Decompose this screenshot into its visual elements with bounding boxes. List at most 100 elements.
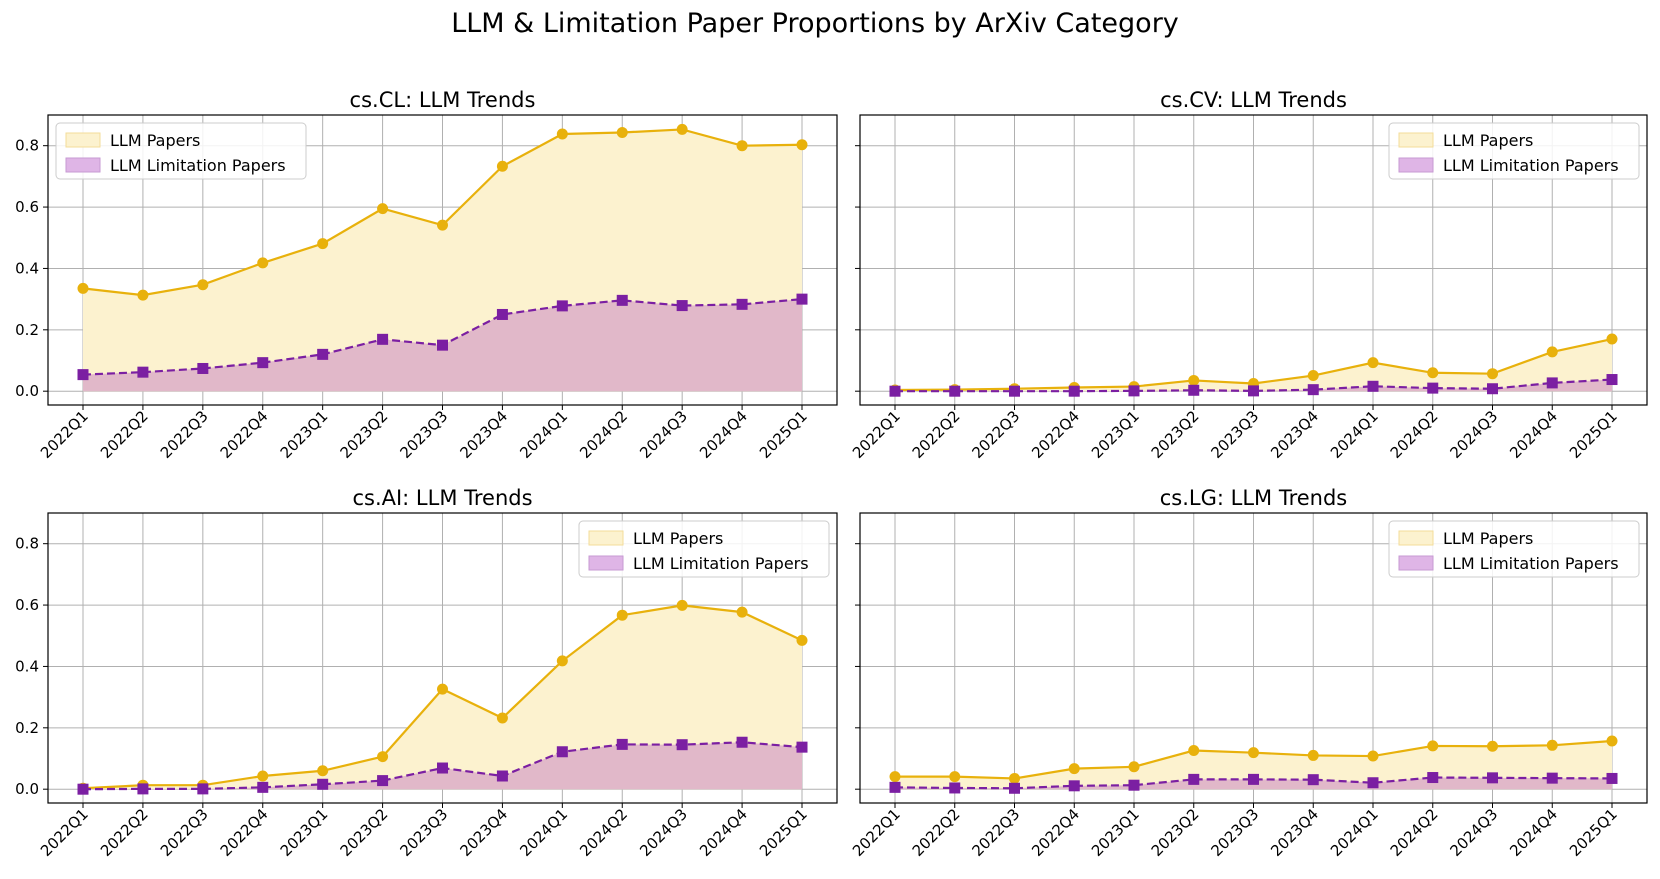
x-tick-label: 2022Q1 [37,407,92,462]
limitation-point [1606,374,1618,386]
limitation-point [736,298,748,310]
legend-box [55,122,307,180]
x-tick-label: 2024Q2 [1387,805,1442,860]
x-tick-label: 2023Q2 [1148,805,1203,860]
x-tick-label: 2022Q3 [969,805,1024,860]
x-tick-label: 2023Q4 [1267,805,1322,860]
legend: LLM Papers LLM Limitation Papers [1388,122,1640,180]
x-tick-label: 2022Q2 [97,407,152,462]
llm-point [1307,749,1319,761]
x-tick-label: 2024Q1 [516,805,571,860]
limitation-point [1009,385,1020,397]
x-tick-label: 2024Q1 [1327,407,1382,462]
limitation-point [1068,385,1080,397]
y-tick-label: 0.0 [15,780,39,798]
limitation-point [1128,385,1140,397]
llm-point [1068,763,1080,775]
llm-point [736,140,748,152]
x-tick-label: 2023Q3 [1208,407,1263,462]
x-tick-label: 2024Q3 [1447,805,1502,860]
llm-point [1487,740,1498,752]
x-tick-label: 2023Q4 [456,805,511,860]
x-tick-label: 2024Q4 [1506,805,1561,860]
llm-point [317,765,329,777]
y-tick-label: 0.4 [15,259,39,277]
llm-point [949,771,961,783]
x-tick-label: 2024Q4 [1506,407,1561,462]
legend-swatch [1398,132,1434,148]
limitation-point [736,736,748,748]
llm-point [736,606,748,618]
limitation-point [377,333,389,345]
llm-point [1606,735,1618,747]
limitation-point [1487,383,1498,395]
llm-point [257,770,269,782]
legend: LLM Papers LLM Limitation Papers [1388,520,1640,578]
llm-point [257,257,269,269]
limitation-point [1367,380,1379,392]
limitation-point [137,783,149,795]
x-tick-label: 2023Q2 [337,805,392,860]
llm-point [137,289,149,301]
x-tick-label: 2022Q1 [37,805,92,860]
x-tick-label: 2024Q4 [696,407,751,462]
limitation-point [197,362,209,374]
y-tick-label: 0.6 [15,198,39,216]
llm-point [1248,747,1259,759]
limitation-point [889,781,901,793]
legend-label: LLM Limitation Papers [110,156,286,175]
llm-point [496,712,508,724]
x-tick-label: 2022Q1 [849,805,904,860]
llm-point [1427,367,1439,379]
limitation-point [1427,772,1439,784]
limitation-point [556,300,568,312]
limitation-point [796,741,808,753]
panel-title: cs.LG: LLM Trends [1160,486,1348,510]
x-tick-label: 2024Q3 [1447,407,1502,462]
limitation-point [1068,780,1080,792]
x-tick-label: 2022Q3 [157,805,212,860]
llm-point [676,123,688,135]
legend: LLM Papers LLM Limitation Papers [578,520,830,578]
limitation-point [1188,773,1200,785]
llm-point [1367,357,1379,369]
llm-point [889,771,901,783]
limitation-point [496,308,508,320]
limitation-point [437,339,448,351]
limitation-point [1427,382,1439,394]
limitation-point [796,293,808,305]
limitation-point [1248,773,1259,785]
legend-swatch [588,555,624,571]
x-tick-label: 2023Q1 [1088,805,1143,860]
limitation-point [1307,384,1319,396]
panel-title: cs.AI: LLM Trends [352,486,532,510]
x-tick-label: 2022Q1 [849,407,904,462]
llm-point [377,203,389,215]
llm-point [1546,346,1558,358]
llm-point [437,219,448,231]
llm-point [1487,368,1498,380]
panel-title: cs.CV: LLM Trends [1160,88,1347,112]
y-tick-label: 0.4 [15,657,39,675]
limitation-point [1546,377,1558,389]
x-tick-label: 2024Q1 [1327,805,1382,860]
legend-swatch [1398,530,1434,546]
y-tick-label: 0.2 [15,719,39,737]
limitation-point [1009,782,1020,794]
x-tick-label: 2022Q2 [909,805,964,860]
limitation-point [556,746,568,758]
legend-label: LLM Limitation Papers [633,554,809,573]
y-tick-label: 0.8 [15,137,39,155]
x-tick-label: 2024Q2 [576,407,631,462]
x-tick-label: 2023Q2 [1148,407,1203,462]
x-tick-label: 2022Q4 [1028,407,1083,462]
y-tick-label: 0.0 [15,382,39,400]
x-tick-label: 2022Q3 [157,407,212,462]
x-tick-label: 2024Q3 [636,805,691,860]
llm-point [796,139,808,151]
x-tick-label: 2023Q2 [337,407,392,462]
legend-swatch [65,157,101,173]
